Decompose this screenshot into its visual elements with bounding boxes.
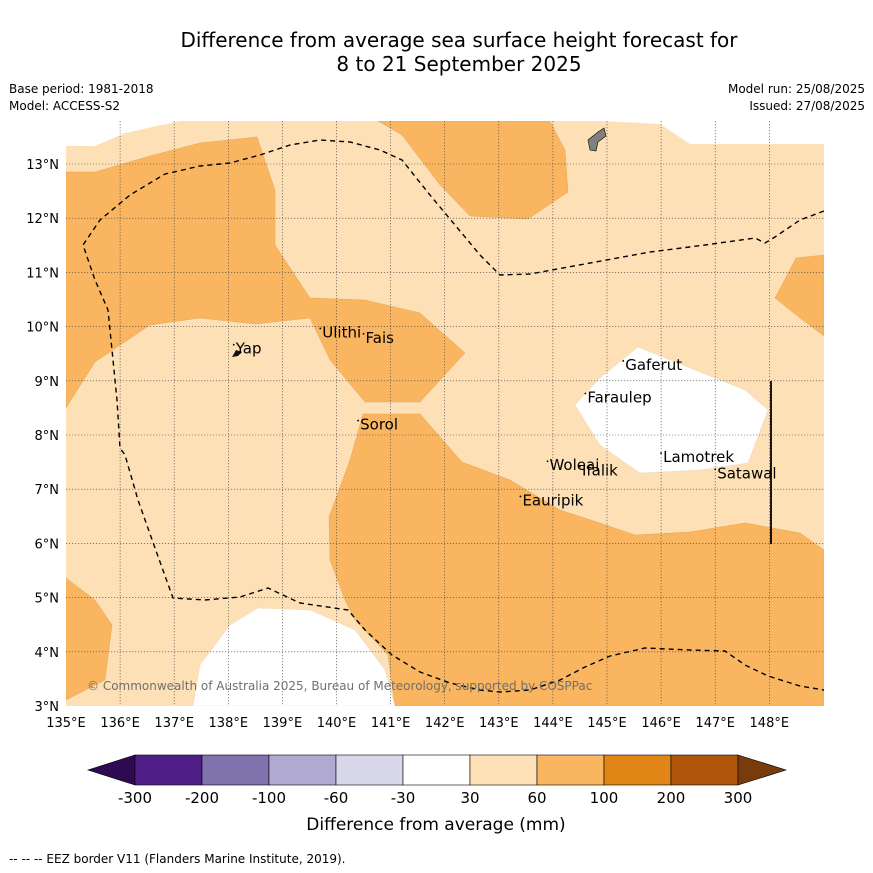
issued-date: Issued: 27/08/2025 <box>749 99 865 113</box>
x-tick-label: 146°E <box>641 716 681 731</box>
x-tick-label: 139°E <box>263 716 303 731</box>
colorbar-segment <box>268 754 337 786</box>
place-label-woleai: Woleai <box>549 456 599 474</box>
place-label-faraulep: Faraulep <box>587 388 651 406</box>
place-marker <box>622 360 625 362</box>
colorbar-tick-label: -60 <box>324 789 349 807</box>
x-axis: 135°E 136°E 137°E 138°E 139°E 140°E 141°E 142°E… <box>46 716 789 731</box>
title-line-2: 8 to 21 September 2025 <box>336 52 582 76</box>
y-tick-label: 10°N <box>26 321 59 336</box>
y-axis: 3°N 4°N 5°N 6°N 7°N 8°N 9°N 10°N 11°N 12°N 13°N <box>26 158 59 715</box>
colorbar-extend-low <box>87 754 136 786</box>
colorbar: -300 -200 -100 -60 -30 30 60 100 200 300 <box>87 754 788 807</box>
yap-island-icon <box>232 350 242 357</box>
x-tick-label: 148°E <box>750 716 790 731</box>
place-marker <box>357 419 360 422</box>
x-tick-label: 145°E <box>587 716 627 731</box>
place-label-yap: Yap <box>235 340 262 358</box>
colorbar-segment <box>670 754 739 786</box>
colorbar-tick-label: -30 <box>391 789 416 807</box>
model-run: Model run: 25/08/2025 <box>727 82 865 96</box>
x-tick-label: 143°E <box>479 716 519 731</box>
place-label-satawal: Satawal <box>717 464 776 482</box>
band-60-100-west <box>66 136 466 409</box>
colorbar-tick-label: 300 <box>724 789 753 807</box>
map-area: Yap Ulithi Fais Sorol Gaferut Faraulep WoleaiI… <box>66 121 824 706</box>
x-tick-label: 138°E <box>209 716 249 731</box>
meta-left: Base period: 1981-2018 Model: ACCESS-S2 <box>9 81 154 115</box>
place-labels: Yap Ulithi Fais Sorol Gaferut Faraulep WoleaiI… <box>232 323 777 509</box>
place-marker <box>714 468 717 471</box>
band-neutral-east-pocket <box>574 346 769 474</box>
copyright-text: © Commonwealth of Australia 2025, Bureau… <box>87 679 592 693</box>
guam-island-icon <box>587 127 607 152</box>
colorbar-segment <box>536 754 605 786</box>
place-marker <box>584 392 587 395</box>
place-label-ulithi: Ulithi <box>322 323 361 341</box>
colorbar-segment <box>134 754 203 786</box>
place-marker <box>546 460 549 463</box>
place-label-ifalik: Ifalik <box>582 462 618 480</box>
place-marker <box>362 332 365 335</box>
meta-right: Model run: 25/08/2025 Issued: 27/08/2025 <box>728 81 865 115</box>
band-60-100-east <box>774 254 824 337</box>
x-tick-label: 137°E <box>154 716 194 731</box>
band-60-100-southwest <box>66 577 113 701</box>
model-name: Model: ACCESS-S2 <box>9 99 121 113</box>
place-marker <box>660 452 662 454</box>
y-tick-label: 9°N <box>35 375 60 390</box>
band-60-100-south <box>328 413 824 706</box>
colorbar-segment <box>603 754 672 786</box>
x-tick-label: 144°E <box>533 716 573 731</box>
place-label-gaferut: Gaferut <box>625 356 682 374</box>
place-label-lamotrek: Lamotrek <box>663 448 734 466</box>
colorbar-tick-label: 200 <box>657 789 686 807</box>
colorbar-tick-label: -200 <box>185 789 219 807</box>
colorbar-tick-label: 60 <box>527 789 546 807</box>
colorbar-segment <box>335 754 404 786</box>
x-tick-label: 141°E <box>371 716 411 731</box>
eez-footnote: -- -- -- EEZ border V11 (Flanders Marine… <box>9 852 346 866</box>
band-60-100-north <box>377 121 569 220</box>
place-label-eauripik: Eauripik <box>522 491 583 509</box>
colorbar-label: Difference from average (mm) <box>306 815 565 835</box>
y-tick-label: 12°N <box>26 212 59 227</box>
y-tick-label: 4°N <box>35 646 60 661</box>
colorbar-tick-label: -100 <box>252 789 286 807</box>
x-tick-label: 140°E <box>317 716 357 731</box>
band-neutral-top-left <box>66 121 180 146</box>
x-tick-label: 135°E <box>46 716 86 731</box>
place-marker <box>319 327 322 330</box>
band-neutral-top-right <box>560 121 824 144</box>
y-tick-label: 5°N <box>35 592 60 607</box>
colorbar-segment <box>201 754 270 786</box>
colorbar-extend-high <box>737 754 788 786</box>
base-period: Base period: 1981-2018 <box>9 82 154 96</box>
y-tick-label: 6°N <box>35 537 60 552</box>
place-marker <box>579 465 581 468</box>
colorbar-tick-label: 100 <box>590 789 619 807</box>
place-label-fais: Fais <box>366 329 395 347</box>
y-tick-label: 8°N <box>35 429 60 444</box>
title-line-1: Difference from average sea surface heig… <box>180 28 738 52</box>
colorbar-tick-label: -300 <box>118 789 152 807</box>
place-marker <box>232 343 235 346</box>
colorbar-segment <box>402 754 471 786</box>
x-tick-label: 147°E <box>695 716 735 731</box>
graticule <box>66 121 824 706</box>
x-tick-label: 136°E <box>100 716 140 731</box>
colorbar-segment <box>469 754 538 786</box>
map-title: Difference from average sea surface heig… <box>0 28 873 76</box>
x-tick-label: 142°E <box>425 716 465 731</box>
place-marker <box>519 495 522 498</box>
y-tick-label: 11°N <box>26 266 59 281</box>
y-tick-label: 3°N <box>35 700 60 715</box>
colorbar-tick-label: 30 <box>460 789 479 807</box>
y-tick-label: 13°N <box>26 158 59 173</box>
y-tick-label: 7°N <box>35 483 60 498</box>
place-label-sorol: Sorol <box>360 416 398 434</box>
